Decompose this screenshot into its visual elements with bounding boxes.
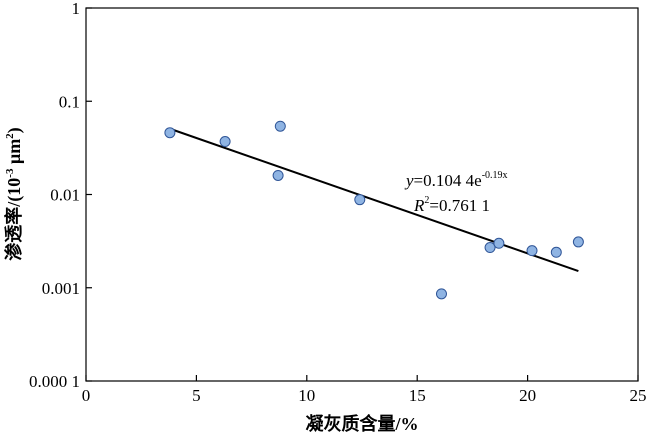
x-axis-ticks: 0 5 10 15 20 25 bbox=[82, 375, 647, 405]
x-tick-label: 20 bbox=[519, 386, 536, 405]
y-tick-label: 1 bbox=[72, 0, 81, 18]
y-tick-label: 0.001 bbox=[42, 279, 80, 298]
data-point bbox=[484, 242, 496, 254]
y-tick-label: 0.01 bbox=[50, 186, 80, 205]
plot-frame bbox=[85, 7, 639, 382]
y-axis-title-unit-exp: 2 bbox=[4, 133, 16, 139]
data-point bbox=[493, 237, 505, 249]
equation-exponent: -0.19x bbox=[482, 170, 508, 181]
equation-annotation: y=0.104 4e-0.19x bbox=[404, 170, 508, 190]
data-point bbox=[572, 236, 584, 248]
data-point bbox=[550, 246, 562, 258]
r-squared-value: =0.761 1 bbox=[429, 196, 490, 215]
trendline bbox=[169, 127, 579, 273]
data-point bbox=[274, 120, 286, 132]
data-point bbox=[354, 194, 366, 206]
data-point bbox=[435, 288, 447, 300]
y-tick-label: 0.1 bbox=[59, 92, 80, 111]
y-tick-label: 0.000 1 bbox=[29, 372, 80, 391]
y-axis-title-unit: μm bbox=[4, 139, 24, 169]
equation-text: =0.104 4e bbox=[414, 171, 482, 190]
y-axis-title-exp: -3 bbox=[4, 168, 16, 178]
y-axis-title-close: ) bbox=[4, 127, 25, 133]
x-tick-label: 25 bbox=[630, 386, 647, 405]
data-point bbox=[272, 169, 284, 181]
equation-variable: y bbox=[404, 171, 414, 190]
data-point bbox=[219, 136, 231, 148]
data-points bbox=[164, 120, 584, 300]
x-tick-label: 10 bbox=[298, 386, 315, 405]
r-squared-superscript: 2 bbox=[424, 195, 429, 206]
data-point bbox=[164, 127, 176, 139]
y-axis-title: 渗透率/(10-3 μm2) bbox=[3, 127, 25, 260]
y-axis-ticks: 0.000 1 0.001 0.01 0.1 1 bbox=[29, 0, 92, 391]
x-tick-label: 15 bbox=[409, 386, 426, 405]
r-squared-annotation: R2=0.761 1 bbox=[413, 195, 490, 215]
r-squared-variable: R bbox=[413, 196, 425, 215]
y-axis-title-main: 渗透率/(10 bbox=[3, 178, 25, 261]
x-tick-label: 0 bbox=[82, 386, 91, 405]
x-tick-label: 5 bbox=[192, 386, 201, 405]
x-axis-title: 凝灰质含量/% bbox=[305, 413, 418, 434]
data-point bbox=[526, 245, 538, 257]
